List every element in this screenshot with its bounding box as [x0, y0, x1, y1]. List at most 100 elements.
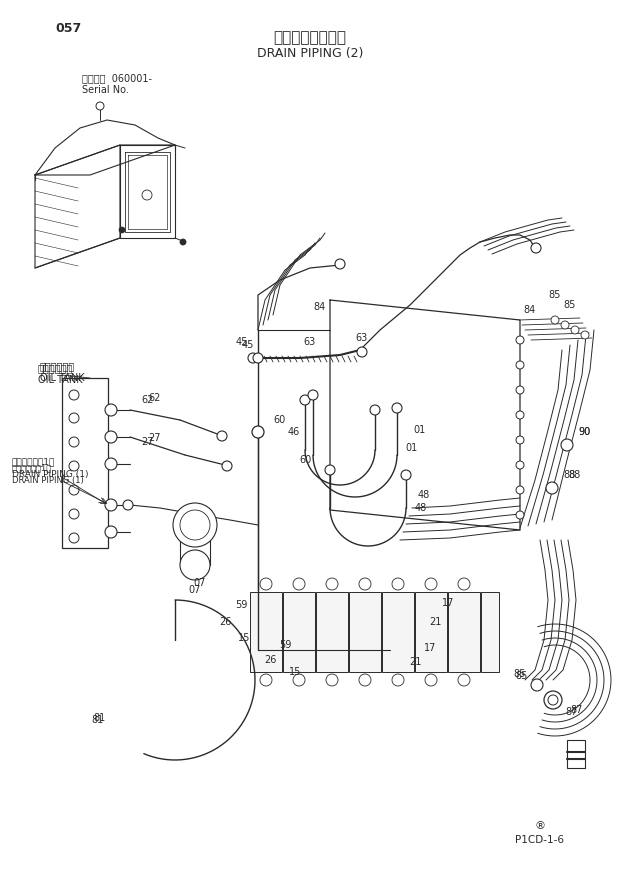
Circle shape [173, 503, 217, 547]
Text: 45: 45 [236, 337, 248, 347]
Circle shape [293, 674, 305, 686]
Text: 27: 27 [148, 433, 161, 443]
Bar [62, 378, 108, 548]
Text: ®: ® [534, 821, 546, 831]
Circle shape [180, 239, 186, 245]
Circle shape [544, 691, 562, 709]
Text: 17: 17 [442, 598, 454, 608]
Circle shape [69, 509, 79, 519]
Text: 26: 26 [219, 617, 232, 627]
Text: 01: 01 [413, 425, 425, 435]
Text: 62: 62 [142, 395, 154, 405]
Bar [415, 592, 447, 672]
Circle shape [105, 404, 117, 416]
Text: 90: 90 [578, 427, 590, 437]
Circle shape [252, 426, 264, 438]
Text: 87: 87 [570, 705, 582, 715]
Circle shape [516, 386, 524, 394]
Circle shape [392, 403, 402, 413]
Circle shape [335, 259, 345, 269]
Circle shape [69, 461, 79, 471]
Circle shape [217, 431, 227, 441]
Text: 60: 60 [299, 455, 311, 465]
Text: 85: 85 [516, 671, 528, 681]
Circle shape [516, 461, 524, 469]
Circle shape [551, 316, 559, 324]
Circle shape [260, 674, 272, 686]
Text: 63: 63 [304, 337, 316, 347]
Text: 85: 85 [549, 290, 561, 300]
Circle shape [516, 486, 524, 494]
Bar [382, 592, 414, 672]
Circle shape [69, 437, 79, 447]
Circle shape [516, 411, 524, 419]
Text: 057: 057 [55, 22, 81, 35]
Text: 84: 84 [314, 302, 326, 312]
Circle shape [180, 550, 210, 580]
Text: 15: 15 [237, 633, 250, 643]
Circle shape [293, 578, 305, 590]
Bar [283, 592, 315, 672]
Bar [567, 740, 585, 768]
Circle shape [69, 533, 79, 543]
Text: 81: 81 [92, 715, 104, 725]
Circle shape [326, 578, 338, 590]
Circle shape [571, 326, 579, 334]
Text: OIL TANK: OIL TANK [40, 373, 84, 383]
Text: 27: 27 [142, 437, 154, 447]
Circle shape [359, 674, 371, 686]
Text: 48: 48 [415, 503, 427, 513]
Text: オイルタンク: オイルタンク [40, 361, 75, 371]
Text: 15: 15 [289, 667, 301, 677]
Text: 21: 21 [409, 657, 421, 667]
Circle shape [308, 390, 318, 400]
Circle shape [248, 353, 258, 363]
Circle shape [425, 674, 437, 686]
Text: 59: 59 [236, 600, 248, 610]
Text: 21: 21 [429, 617, 441, 627]
Circle shape [561, 439, 573, 451]
Text: 01: 01 [405, 443, 417, 453]
Text: オイルタンク: オイルタンク [38, 363, 73, 373]
Text: 85: 85 [564, 300, 576, 310]
Circle shape [326, 674, 338, 686]
Text: 84: 84 [524, 305, 536, 315]
Text: 63: 63 [356, 333, 368, 343]
Text: 26: 26 [264, 655, 276, 665]
Circle shape [105, 431, 117, 443]
Circle shape [222, 461, 232, 471]
Bar [481, 592, 499, 672]
Text: 87: 87 [565, 707, 577, 717]
Circle shape [548, 695, 558, 705]
Text: 85: 85 [514, 669, 526, 679]
Circle shape [531, 679, 543, 691]
Circle shape [357, 347, 367, 357]
Circle shape [581, 331, 589, 339]
Text: 88: 88 [563, 470, 575, 480]
Circle shape [325, 465, 335, 475]
Circle shape [105, 458, 117, 470]
Text: 62: 62 [148, 393, 161, 403]
Bar [180, 525, 210, 565]
Text: Serial No.: Serial No. [82, 85, 129, 95]
Circle shape [392, 578, 404, 590]
Circle shape [516, 436, 524, 444]
Circle shape [546, 482, 558, 494]
Circle shape [392, 674, 404, 686]
Text: ドレン配管（２）: ドレン配管（２） [273, 31, 347, 45]
Text: DRAIN PIPING (1): DRAIN PIPING (1) [12, 476, 84, 485]
Circle shape [69, 390, 79, 400]
Circle shape [458, 578, 470, 590]
Text: 81: 81 [94, 713, 106, 723]
Text: 48: 48 [418, 490, 430, 500]
Bar [349, 592, 381, 672]
Circle shape [96, 102, 104, 110]
Text: 60: 60 [274, 415, 286, 425]
Text: ドレン配管（1）: ドレン配管（1） [12, 457, 55, 466]
Text: DRAIN PIPING (2): DRAIN PIPING (2) [257, 47, 363, 60]
Text: P1CD-1-6: P1CD-1-6 [515, 835, 564, 845]
Text: ドレン配管（1）: ドレン配管（1） [12, 464, 52, 472]
Text: 07: 07 [194, 578, 206, 588]
Circle shape [253, 353, 263, 363]
Circle shape [531, 243, 541, 253]
